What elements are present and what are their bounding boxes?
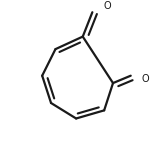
Text: O: O	[142, 74, 149, 84]
Text: O: O	[103, 1, 111, 11]
